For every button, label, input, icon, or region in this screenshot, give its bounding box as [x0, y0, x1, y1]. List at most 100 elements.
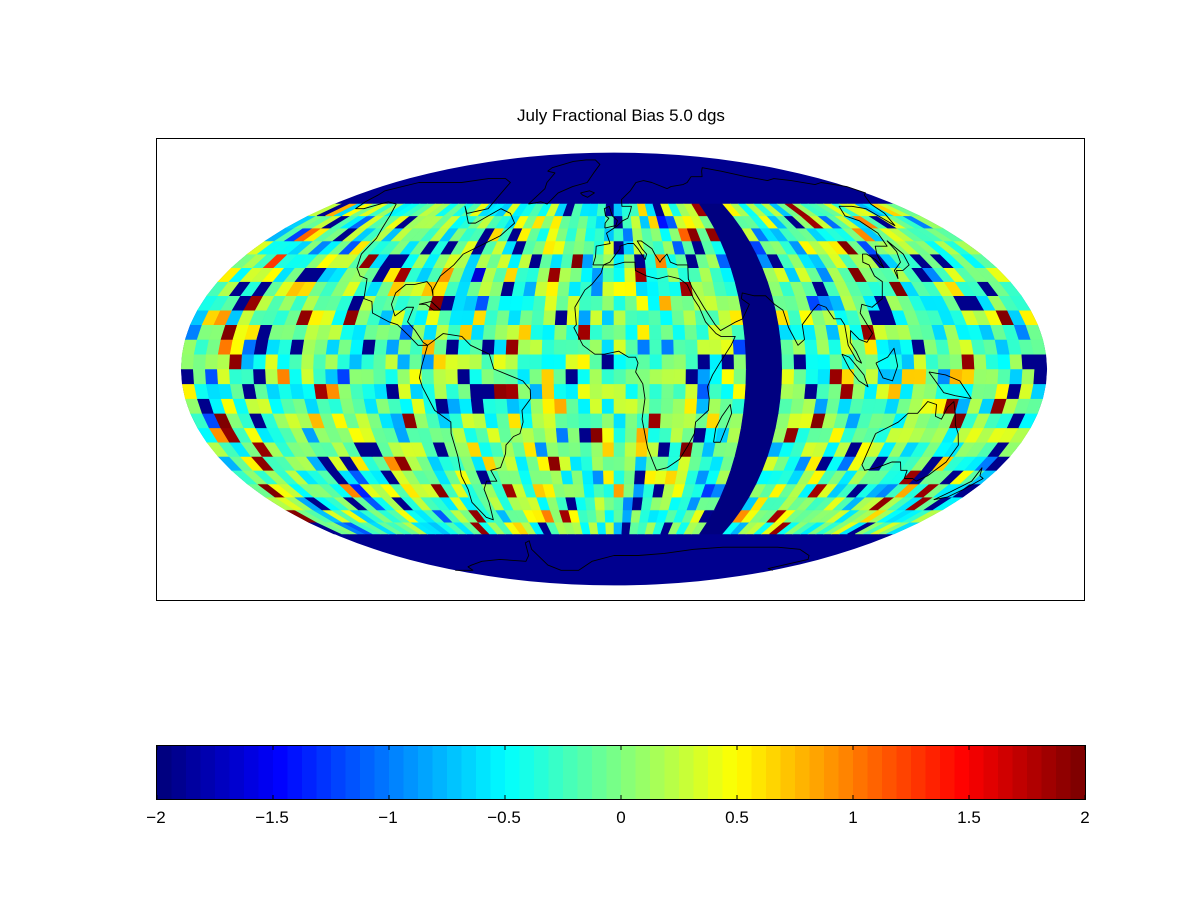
data-cell — [708, 339, 723, 355]
data-cell — [672, 398, 686, 414]
data-cell — [603, 227, 615, 242]
data-cell — [277, 353, 291, 370]
colorbar-band — [287, 746, 303, 799]
data-cell — [780, 339, 795, 355]
data-cell — [518, 324, 532, 340]
data-cell — [634, 470, 647, 485]
colorbar-tick-label: 0 — [616, 808, 626, 827]
data-cell — [613, 521, 623, 535]
data-cell — [647, 295, 661, 311]
data-cell — [633, 240, 645, 255]
data-cell — [567, 427, 581, 443]
data-cell — [577, 353, 591, 370]
data-cell — [613, 441, 626, 457]
data-cell — [973, 368, 987, 385]
data-cell — [732, 383, 747, 399]
data-cell — [601, 309, 615, 325]
data-cell — [325, 368, 339, 385]
data-cell — [192, 368, 207, 385]
data-cell — [792, 339, 807, 355]
data-cell — [625, 412, 638, 429]
data-cell — [313, 353, 327, 370]
colorbar-band — [534, 746, 550, 799]
data-cell — [591, 281, 604, 297]
data-cell — [804, 383, 819, 399]
colorbar-band — [925, 746, 941, 799]
data-cell — [613, 309, 627, 325]
data-cell — [622, 227, 634, 242]
data-cell — [768, 383, 783, 399]
data-cell — [572, 240, 586, 255]
data-cells — [180, 203, 1048, 535]
colorbar-band — [374, 746, 390, 799]
colorbar-band — [316, 746, 332, 799]
data-cell — [887, 383, 903, 399]
data-cell — [547, 456, 562, 471]
data-cell — [613, 295, 626, 311]
colorbar-tick-label: −0.5 — [487, 808, 521, 827]
data-cell — [337, 339, 353, 355]
colorbar-band — [606, 746, 622, 799]
data-cell — [661, 368, 675, 385]
data-cell — [506, 324, 521, 340]
colorbar-tick-label: 1.5 — [957, 808, 981, 827]
data-cell — [602, 281, 615, 297]
data-cell — [507, 412, 522, 429]
data-cell — [385, 339, 400, 355]
data-cell — [543, 412, 557, 429]
data-cell — [580, 456, 594, 471]
data-cell — [768, 339, 783, 355]
data-cell — [925, 353, 939, 370]
data-cell — [216, 368, 231, 385]
data-cell — [636, 427, 650, 443]
data-cell — [817, 368, 831, 385]
colorbar-band — [418, 746, 434, 799]
data-cell — [901, 353, 915, 370]
data-cell — [517, 383, 531, 399]
data-cell — [204, 368, 219, 385]
data-cell — [469, 339, 484, 355]
data-cell — [554, 398, 568, 414]
data-cell — [517, 353, 531, 370]
data-cell — [433, 368, 447, 385]
data-cell — [613, 281, 626, 297]
data-cell — [648, 412, 662, 429]
data-cell — [658, 427, 673, 443]
data-cell — [649, 339, 663, 355]
colorbar-band — [519, 746, 535, 799]
data-cell — [637, 353, 651, 370]
data-cell — [555, 295, 570, 311]
data-cell — [566, 412, 580, 429]
coastline-africa — [573, 261, 736, 471]
data-cell — [660, 324, 674, 340]
data-cell — [602, 267, 615, 282]
data-cell — [507, 309, 522, 325]
data-cell — [648, 309, 662, 325]
data-cell — [553, 339, 567, 355]
data-cell — [673, 368, 687, 385]
data-cell — [595, 215, 606, 229]
data-cell — [875, 339, 891, 355]
data-cell — [229, 353, 243, 370]
data-cell — [635, 281, 649, 297]
coastline-south-america — [418, 333, 532, 521]
data-cell — [659, 412, 674, 429]
data-cell — [446, 324, 462, 340]
data-cell — [828, 383, 843, 399]
data-cell — [532, 427, 547, 443]
data-cell — [534, 281, 549, 297]
data-cell — [708, 383, 723, 399]
data-cell — [805, 353, 819, 370]
data-cell — [671, 309, 685, 325]
data-cell — [571, 470, 584, 485]
colorbar-band — [171, 746, 187, 799]
data-cell — [633, 483, 645, 498]
data-cell — [229, 368, 243, 385]
data-cell — [603, 253, 615, 268]
data-cell — [875, 383, 891, 399]
colorbar-band — [490, 746, 506, 799]
data-cell — [1033, 368, 1048, 385]
data-cell — [601, 324, 615, 340]
data-cell — [649, 383, 663, 399]
